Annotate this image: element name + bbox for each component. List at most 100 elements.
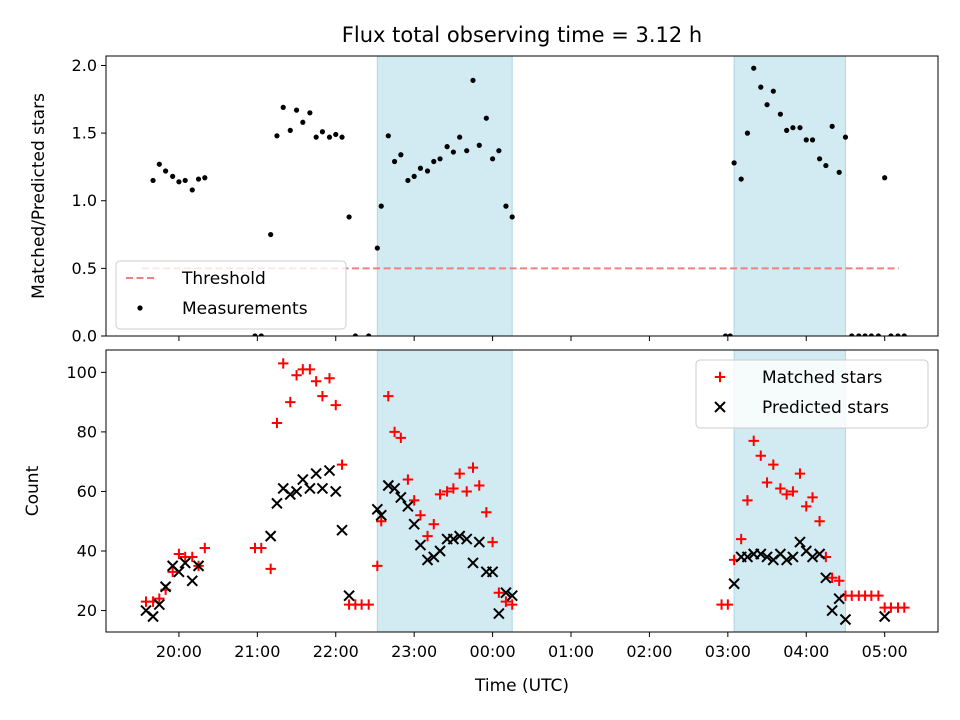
measurements-point bbox=[170, 173, 176, 179]
x-tick-label: 05:00 bbox=[862, 642, 908, 661]
measurements-point bbox=[437, 156, 443, 162]
matched-stars-point bbox=[768, 459, 779, 470]
matched-stars-point bbox=[199, 542, 211, 554]
matched-stars-point bbox=[265, 563, 276, 575]
predicted-stars-point bbox=[310, 467, 322, 480]
predicted-stars-point bbox=[453, 530, 466, 542]
measurements-point bbox=[268, 231, 274, 238]
y-tick-label: 2.0 bbox=[72, 56, 97, 75]
x-tick-label: 04:00 bbox=[783, 642, 829, 661]
matched-stars-point bbox=[801, 501, 812, 512]
measurements-point bbox=[875, 333, 882, 336]
measurements-point bbox=[770, 88, 776, 94]
measurements-point bbox=[489, 156, 496, 162]
measurements-point bbox=[319, 129, 326, 135]
measurements-point bbox=[280, 104, 286, 111]
predicted-stars-point bbox=[741, 551, 754, 563]
observing-window bbox=[376, 55, 513, 337]
measurements-point bbox=[797, 125, 803, 131]
measurements-point bbox=[758, 84, 764, 90]
ratio-panel: 0.0 0.5 1.0 1.5 2.0 Matched/Predicted stars Th… bbox=[29, 55, 939, 346]
measurements-point bbox=[252, 333, 258, 336]
predicted-stars-point bbox=[414, 539, 427, 551]
measurements-point bbox=[888, 333, 894, 336]
predicted-stars-point bbox=[467, 557, 479, 569]
predicted-stars-point bbox=[728, 578, 740, 590]
matched-stars-point bbox=[363, 599, 374, 610]
matched-stars-point bbox=[448, 483, 459, 494]
predicted-stars-point bbox=[755, 548, 767, 560]
legend-box bbox=[115, 260, 347, 330]
predicted-stars-point bbox=[297, 473, 309, 486]
predicted-stars-point bbox=[434, 545, 446, 557]
legend: Matched stars Predicted stars bbox=[695, 359, 929, 429]
predicted-stars-point bbox=[271, 497, 283, 510]
predicted-stars-point bbox=[173, 566, 185, 578]
matched-stars-point bbox=[899, 602, 910, 613]
measurements-point bbox=[829, 123, 835, 129]
legend-swatch-matched-stars bbox=[714, 371, 726, 383]
measurements-point bbox=[313, 134, 319, 140]
measurements-point bbox=[809, 137, 816, 143]
measurements-point bbox=[901, 333, 907, 336]
measurements-point bbox=[738, 176, 744, 182]
measurements-point bbox=[836, 169, 842, 175]
matched-stars-point bbox=[506, 599, 518, 610]
matched-stars-point bbox=[415, 510, 426, 521]
measurements-point bbox=[842, 134, 849, 140]
matched-stars-point bbox=[383, 390, 394, 402]
predicted-stars-point bbox=[395, 491, 407, 504]
observing-window bbox=[733, 55, 846, 337]
predicted-stars-point bbox=[761, 551, 773, 563]
measurements-point bbox=[731, 160, 737, 166]
predicted-stars-point bbox=[473, 536, 485, 548]
matched-stars-point bbox=[735, 533, 747, 545]
predicted-stars-point bbox=[878, 610, 891, 623]
measurements-point bbox=[882, 175, 888, 181]
predicted-stars-point bbox=[375, 509, 387, 521]
predicted-stars-point bbox=[500, 586, 512, 599]
measurements-point bbox=[189, 187, 195, 193]
measurements-point bbox=[503, 203, 509, 209]
measurements-point bbox=[862, 333, 868, 336]
measurements-point bbox=[816, 156, 823, 162]
matched-stars-point bbox=[761, 477, 773, 488]
measurements-point bbox=[496, 148, 502, 154]
predicted-stars-point bbox=[787, 551, 799, 563]
matched-stars-point bbox=[481, 507, 492, 518]
measurements-point bbox=[444, 144, 450, 150]
measurements-point bbox=[868, 333, 874, 336]
predicted-stars-point bbox=[371, 503, 384, 516]
measurements-point bbox=[751, 65, 757, 71]
measurements-point bbox=[411, 173, 417, 179]
matched-stars-point bbox=[755, 450, 766, 461]
y-axis-label: Count bbox=[23, 465, 43, 516]
y-tick-label: 40 bbox=[77, 542, 97, 561]
matched-stars-point bbox=[434, 489, 446, 500]
predicted-stars-point bbox=[820, 572, 832, 584]
predicted-stars-point bbox=[794, 536, 806, 548]
matched-stars-point bbox=[167, 566, 178, 578]
matched-stars-point bbox=[422, 530, 433, 542]
predicted-stars-point bbox=[382, 479, 395, 492]
predicted-stars-point bbox=[343, 589, 355, 602]
matched-stars-point bbox=[324, 373, 335, 384]
predicted-stars-point bbox=[290, 485, 303, 498]
measurements-point bbox=[470, 77, 476, 83]
x-tick-label: 01:00 bbox=[548, 642, 594, 661]
predicted-stars-point bbox=[264, 530, 277, 542]
matched-stars-point bbox=[154, 593, 165, 604]
legend-swatch-predicted-stars bbox=[714, 401, 726, 413]
matched-stars-point bbox=[256, 542, 267, 554]
x-tick-label: 02:00 bbox=[626, 642, 672, 661]
matched-stars-point bbox=[775, 483, 786, 494]
predicted-stars-point bbox=[780, 554, 793, 566]
matched-stars-point bbox=[461, 486, 472, 497]
measurements-point bbox=[457, 134, 463, 140]
measurements-point bbox=[509, 214, 515, 220]
measurements-point bbox=[202, 175, 208, 181]
measurements-point bbox=[464, 148, 470, 154]
matched-stars-point bbox=[441, 486, 453, 497]
y-tick-label: 80 bbox=[77, 422, 97, 441]
measurements-point bbox=[764, 102, 770, 108]
